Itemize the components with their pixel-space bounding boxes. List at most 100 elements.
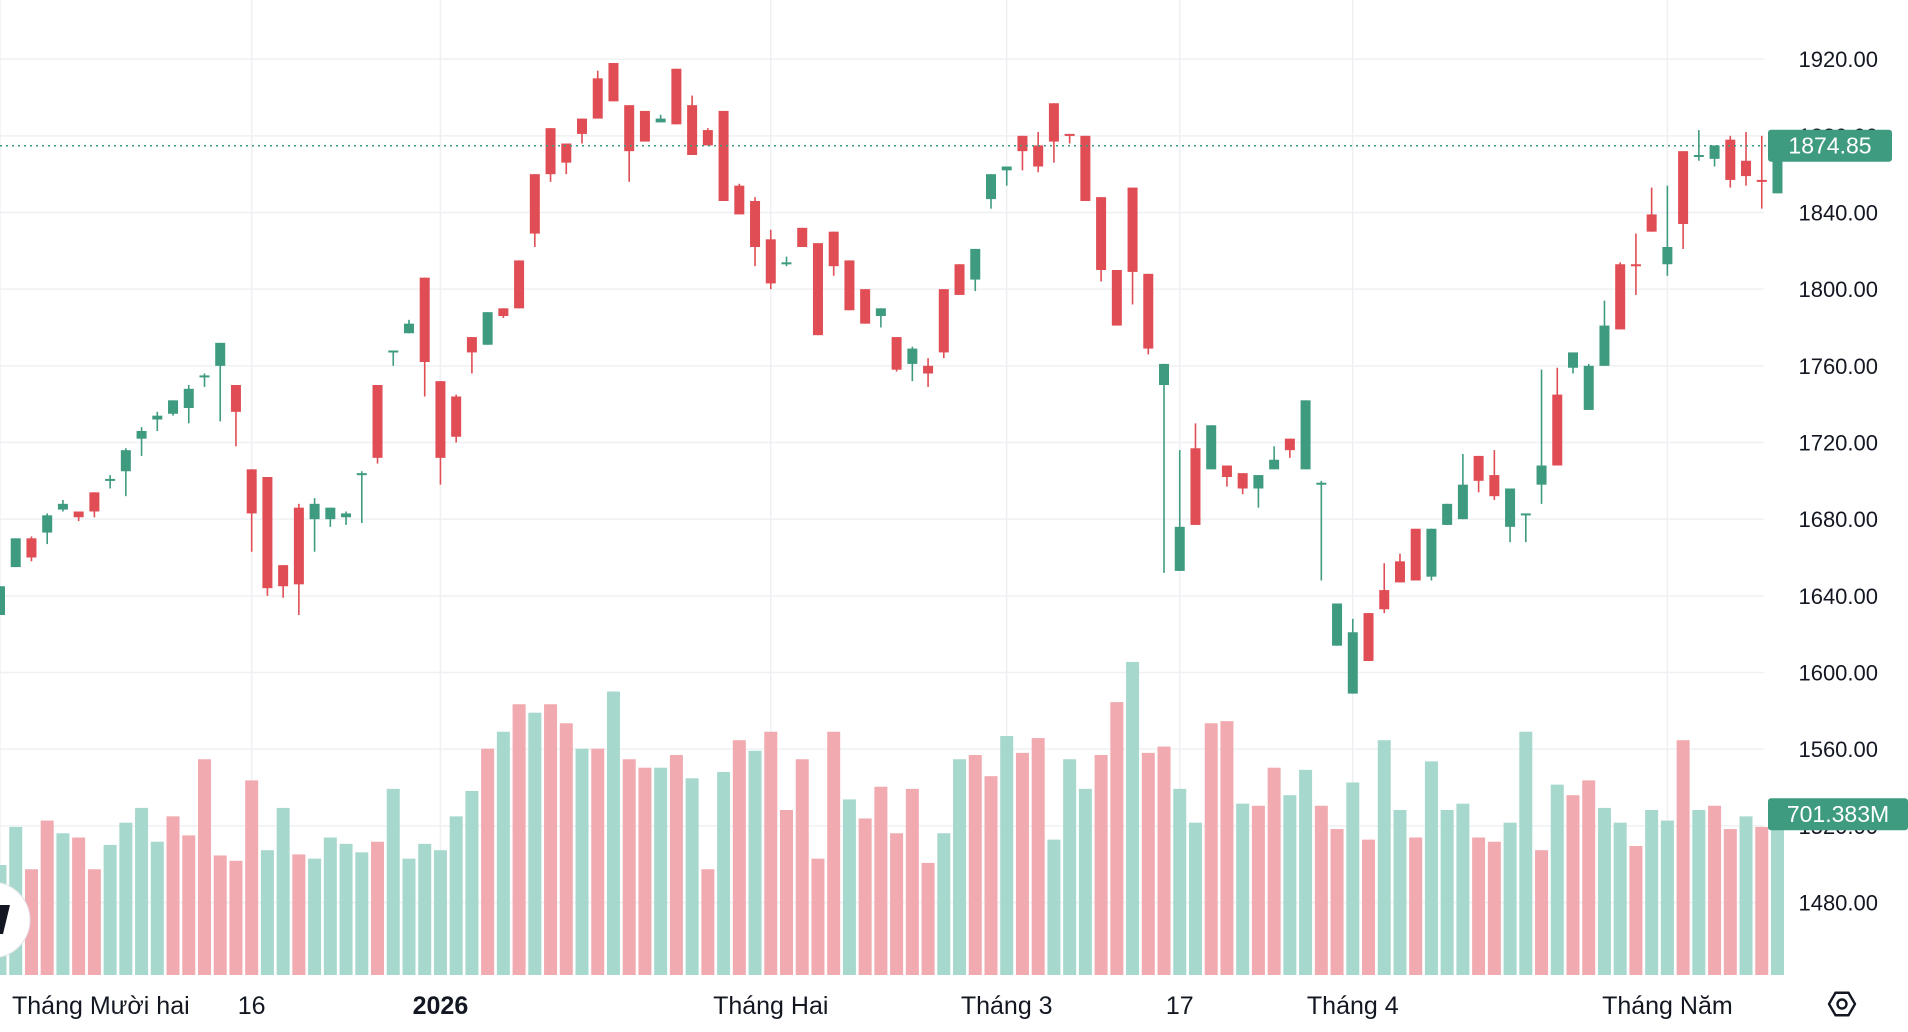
candle	[1394, 553, 1405, 583]
last-price-tag: 1874.85	[1768, 129, 1892, 162]
candle	[1159, 363, 1170, 573]
candle-body	[356, 473, 367, 476]
candle-body	[136, 431, 147, 439]
volume-bar	[921, 862, 935, 975]
candle-body	[42, 515, 53, 533]
candle	[875, 308, 886, 328]
candle-body	[639, 110, 650, 142]
volume-bar	[1330, 829, 1344, 975]
candle-body	[498, 308, 509, 316]
volume-bar	[858, 818, 872, 975]
candle-body	[199, 375, 210, 378]
candle	[923, 358, 934, 387]
settings-hexagon-icon[interactable]	[1827, 991, 1857, 1017]
candle-body	[152, 415, 163, 420]
candle-body	[1221, 465, 1232, 477]
candle	[954, 264, 965, 295]
volume-bar	[1251, 805, 1265, 975]
volume-bar	[1078, 788, 1092, 975]
candle-body	[1552, 394, 1563, 466]
volume-bar	[732, 740, 746, 975]
candle	[1190, 423, 1201, 525]
volume-bar	[1047, 839, 1061, 975]
candle	[624, 105, 635, 182]
candle-body	[1127, 187, 1138, 272]
candle-body	[215, 342, 226, 366]
candle-body	[1536, 465, 1547, 485]
candle	[246, 469, 257, 552]
volume-bar	[1456, 803, 1470, 975]
candle-body	[1505, 488, 1516, 527]
volume-bar	[701, 869, 715, 975]
time-axis[interactable]: Tháng Mười hai 16 2026 Tháng Hai Tháng 3 17 Th…	[12, 992, 1733, 1020]
volume-bar	[1755, 826, 1769, 975]
last-price-label: 1874.85	[1788, 133, 1871, 159]
candle-body	[514, 260, 525, 309]
candle	[1316, 480, 1327, 581]
volume-bar	[1424, 761, 1438, 975]
y-tick-label: 1800.00	[1798, 277, 1878, 302]
volume-bar	[1770, 814, 1784, 975]
candle	[1033, 132, 1044, 173]
volume-bar	[182, 835, 196, 975]
volume-bar	[1299, 769, 1313, 975]
candle-body	[1300, 400, 1311, 470]
volume-bar	[937, 833, 951, 975]
volume-bar	[811, 858, 825, 975]
volume-bar	[1377, 740, 1391, 975]
candle-body	[403, 323, 414, 334]
candle-body	[1693, 155, 1704, 157]
candle	[183, 385, 194, 424]
candle	[152, 411, 163, 431]
candle-body	[1237, 473, 1248, 489]
tradingview-logo-icon[interactable]	[0, 882, 31, 958]
candle	[1284, 438, 1295, 458]
volume-bar	[24, 869, 38, 975]
candle	[765, 229, 776, 290]
volume-bar	[780, 810, 793, 975]
y-tick-label: 1840.00	[1798, 201, 1878, 226]
volume-bar	[1283, 795, 1297, 975]
candle	[1442, 503, 1453, 525]
candle-body	[875, 308, 886, 316]
volume-bar	[984, 776, 998, 975]
volume-bar	[1660, 820, 1674, 975]
candle-body	[1756, 179, 1767, 182]
volume-bar	[544, 704, 558, 975]
volume-bar	[1503, 822, 1517, 975]
candle	[325, 507, 336, 527]
volume-bar	[323, 837, 337, 975]
volume-bar	[1031, 738, 1045, 975]
volume-bar	[1409, 837, 1423, 975]
candle	[1426, 528, 1437, 581]
volume-bar	[87, 869, 101, 975]
candle	[907, 346, 918, 382]
candle-body	[985, 174, 996, 200]
candle-body	[26, 538, 37, 558]
candle-body	[561, 143, 572, 163]
candle-body	[1489, 475, 1500, 497]
price-axis[interactable]: 1920.001880.001840.001800.001760.001720.…	[1798, 47, 1878, 915]
volume-bar	[1362, 839, 1376, 975]
candle-body	[388, 350, 399, 353]
volume-bar	[1676, 740, 1690, 975]
volume-bar	[433, 850, 447, 975]
volume-bar	[1613, 822, 1627, 975]
candle	[168, 400, 179, 416]
candle-body	[1630, 264, 1641, 267]
candle	[498, 308, 509, 318]
volume-bar	[1267, 767, 1281, 975]
y-tick-label: 1680.00	[1798, 507, 1878, 532]
candle	[1096, 197, 1107, 282]
candle-body	[1473, 455, 1484, 481]
candle	[388, 350, 399, 366]
candle	[514, 260, 525, 309]
candle-body	[451, 396, 462, 437]
volume-bar	[245, 780, 259, 975]
volume-bar	[213, 855, 227, 975]
candle	[372, 385, 383, 464]
volume-bar	[622, 759, 636, 975]
volume-bar	[292, 854, 306, 975]
candle-body	[183, 388, 194, 408]
